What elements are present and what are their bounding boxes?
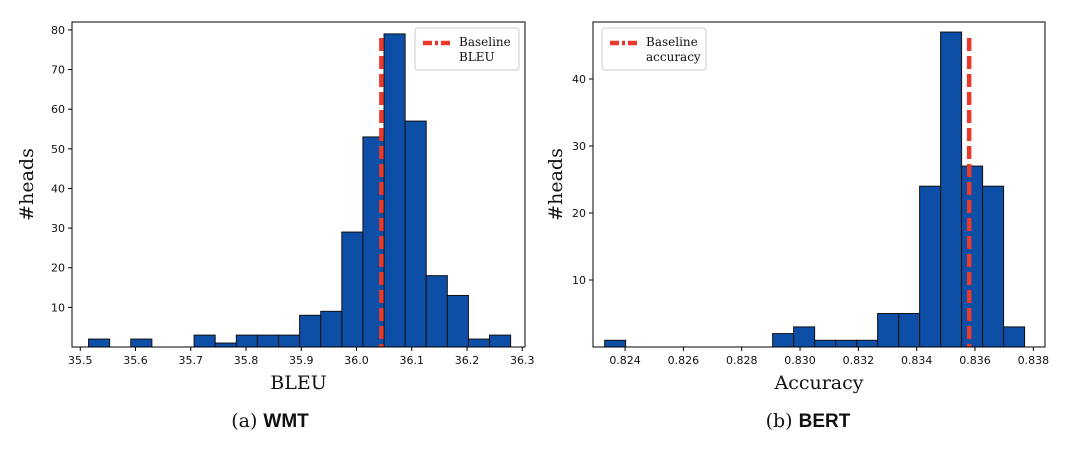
y-tick-label: 10 bbox=[572, 274, 586, 287]
histogram-bar bbox=[383, 33, 406, 348]
histogram-bar bbox=[341, 231, 364, 348]
x-tick-label: 0.838 bbox=[1018, 354, 1050, 367]
legend-box bbox=[601, 27, 707, 71]
x-tick-label: 35.7 bbox=[179, 354, 204, 367]
histogram-bar bbox=[772, 333, 795, 348]
x-axis-label: Accuracy bbox=[773, 372, 863, 394]
x-tick-label: 36.0 bbox=[344, 354, 369, 367]
x-tick-label: 0.836 bbox=[959, 354, 991, 367]
chart-panel-bert: 0.824 0.826 0.828 0.830 0.832 0.834 0.836 0.838… bbox=[545, 21, 1050, 432]
y-tick-label: 70 bbox=[51, 64, 65, 77]
x-tick-label: 0.832 bbox=[843, 354, 875, 367]
histogram-bar bbox=[235, 334, 258, 348]
legend-label: BLEU bbox=[459, 50, 495, 64]
histogram-bar bbox=[489, 334, 512, 348]
histogram-bar bbox=[130, 338, 153, 348]
axes-frame bbox=[592, 21, 1046, 348]
y-tick-label: 30 bbox=[572, 140, 586, 153]
y-tick-label: 40 bbox=[572, 73, 586, 86]
y-tick-label: 80 bbox=[51, 24, 65, 37]
x-tick-label: 36.2 bbox=[455, 354, 480, 367]
legend-box bbox=[414, 27, 520, 71]
histogram-bar bbox=[919, 185, 942, 348]
caption-title: BERT bbox=[799, 411, 851, 432]
y-tick-label: 50 bbox=[51, 143, 65, 156]
x-axis-label: BLEU bbox=[270, 372, 326, 394]
histogram-bar bbox=[982, 185, 1005, 348]
x-tick-label: 0.824 bbox=[609, 354, 641, 367]
axes-frame bbox=[71, 21, 526, 348]
histogram-bar bbox=[814, 339, 837, 348]
caption-title: WMT bbox=[263, 411, 309, 432]
histogram-bar bbox=[877, 312, 900, 348]
histogram-bar bbox=[425, 275, 448, 348]
y-axis-label: #heads bbox=[16, 148, 38, 221]
x-tick-label: 36.3 bbox=[510, 354, 535, 367]
caption-prefix: (a) bbox=[231, 410, 263, 432]
histogram-bar bbox=[404, 120, 427, 348]
x-tick-label: 0.834 bbox=[901, 354, 933, 367]
histogram-bar bbox=[256, 334, 279, 348]
histogram-bar bbox=[1003, 326, 1026, 348]
histogram-bar bbox=[467, 338, 491, 348]
histogram-bar bbox=[299, 314, 322, 348]
chart-caption: (a) WMT bbox=[231, 410, 309, 432]
y-tick-label: 10 bbox=[51, 301, 65, 314]
legend-label: Baseline bbox=[646, 35, 698, 49]
y-tick-label: 20 bbox=[572, 207, 586, 220]
histogram-bar bbox=[793, 326, 816, 348]
histogram-bar bbox=[278, 334, 301, 348]
x-tick-label: 35.9 bbox=[289, 354, 314, 367]
histogram-bar bbox=[604, 339, 627, 348]
y-axis-label: #heads bbox=[545, 148, 567, 221]
histogram-bar bbox=[940, 31, 963, 348]
chart-caption: (b) BERT bbox=[766, 410, 851, 432]
histogram-bar bbox=[898, 312, 921, 348]
x-tick-label: 0.826 bbox=[668, 354, 700, 367]
legend-label: Baseline bbox=[459, 35, 511, 49]
chart-panel-wmt: 35.5 35.6 35.7 35.8 35.9 36.0 36.1 36.2 36.3 10 20… bbox=[16, 21, 535, 432]
legend-label: accuracy bbox=[646, 50, 701, 64]
x-tick-label: 35.6 bbox=[123, 354, 148, 367]
x-tick-label: 0.828 bbox=[726, 354, 758, 367]
y-tick-label: 30 bbox=[51, 222, 65, 235]
x-tick-label: 35.5 bbox=[68, 354, 93, 367]
y-tick-label: 20 bbox=[51, 262, 65, 275]
x-tick-label: 36.1 bbox=[400, 354, 425, 367]
histogram-bar bbox=[835, 339, 858, 348]
x-tick-label: 35.8 bbox=[234, 354, 259, 367]
histogram-bar bbox=[446, 294, 469, 348]
histogram-bar bbox=[214, 342, 237, 348]
histogram-bar bbox=[193, 334, 216, 348]
caption-prefix: (b) bbox=[766, 410, 799, 432]
y-tick-label: 60 bbox=[51, 103, 65, 116]
histogram-bar bbox=[88, 338, 111, 348]
histogram-bar bbox=[320, 310, 343, 348]
histogram-bar bbox=[961, 165, 984, 348]
x-tick-label: 0.830 bbox=[784, 354, 816, 367]
y-tick-label: 40 bbox=[51, 182, 65, 195]
histogram-bar bbox=[856, 339, 879, 348]
